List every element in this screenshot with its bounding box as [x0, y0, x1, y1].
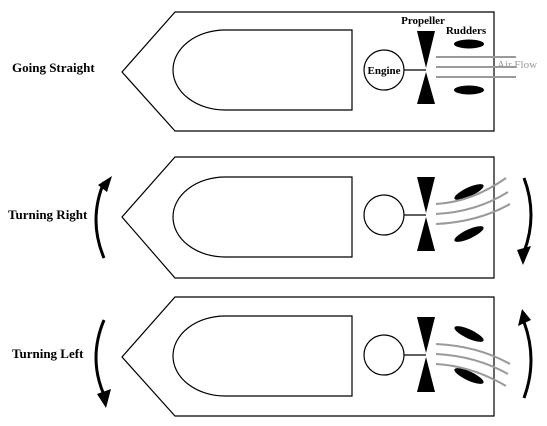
turn-arrow-right-down	[522, 177, 533, 253]
turn-arrowhead-up	[518, 309, 531, 326]
row-turning-left: Turning Left	[12, 296, 533, 417]
air-flow-label: Air Flow	[497, 59, 537, 71]
boat-cabin	[172, 29, 353, 111]
rudder-top	[454, 184, 484, 200]
turn-arrowhead-up	[98, 176, 112, 192]
rudders-label: Rudders	[446, 25, 487, 37]
engine-icon	[363, 194, 405, 236]
air-flow-line	[435, 343, 511, 365]
boat-hull	[121, 156, 495, 279]
air-flow-line	[435, 363, 507, 387]
propeller-blade-top	[417, 317, 435, 353]
turn-arrow-left-down	[94, 319, 106, 396]
air-flow-line	[435, 203, 511, 225]
turn-arrowhead-down	[517, 246, 531, 265]
rudder-top	[454, 326, 484, 342]
row-label-going-straight: Going Straight	[12, 60, 95, 75]
turn-arrowhead-down	[97, 389, 111, 408]
propeller-blade-bottom	[417, 217, 435, 251]
rudder-top	[454, 39, 484, 49]
air-flow-line	[435, 353, 509, 375]
boat-cabin	[172, 315, 353, 397]
propeller-blade-top	[417, 31, 435, 68]
propeller-label: Propeller	[401, 15, 445, 27]
turn-arrow-right-up	[522, 321, 533, 399]
propeller-blade-top	[417, 177, 435, 213]
boat-hull	[121, 11, 495, 132]
row-label-turning-right: Turning Right	[8, 207, 88, 222]
boat-hull	[121, 296, 495, 417]
air-flow-line	[435, 191, 509, 215]
engine-icon	[363, 334, 405, 376]
rudder-bottom	[454, 368, 484, 384]
propeller-blade-bottom	[417, 357, 435, 392]
turn-arrow-left-up	[94, 181, 106, 259]
row-going-straight: Going Straight Engine Propeller Rudders …	[12, 11, 537, 132]
row-turning-right: Turning Right	[8, 156, 533, 279]
rudder-bottom	[454, 226, 484, 242]
air-flow-line	[435, 177, 507, 205]
rudder-bottom	[454, 85, 484, 95]
boat-cabin	[172, 176, 353, 258]
propeller-blade-bottom	[417, 72, 435, 104]
engine-label: Engine	[367, 65, 400, 77]
row-label-turning-left: Turning Left	[12, 346, 84, 361]
